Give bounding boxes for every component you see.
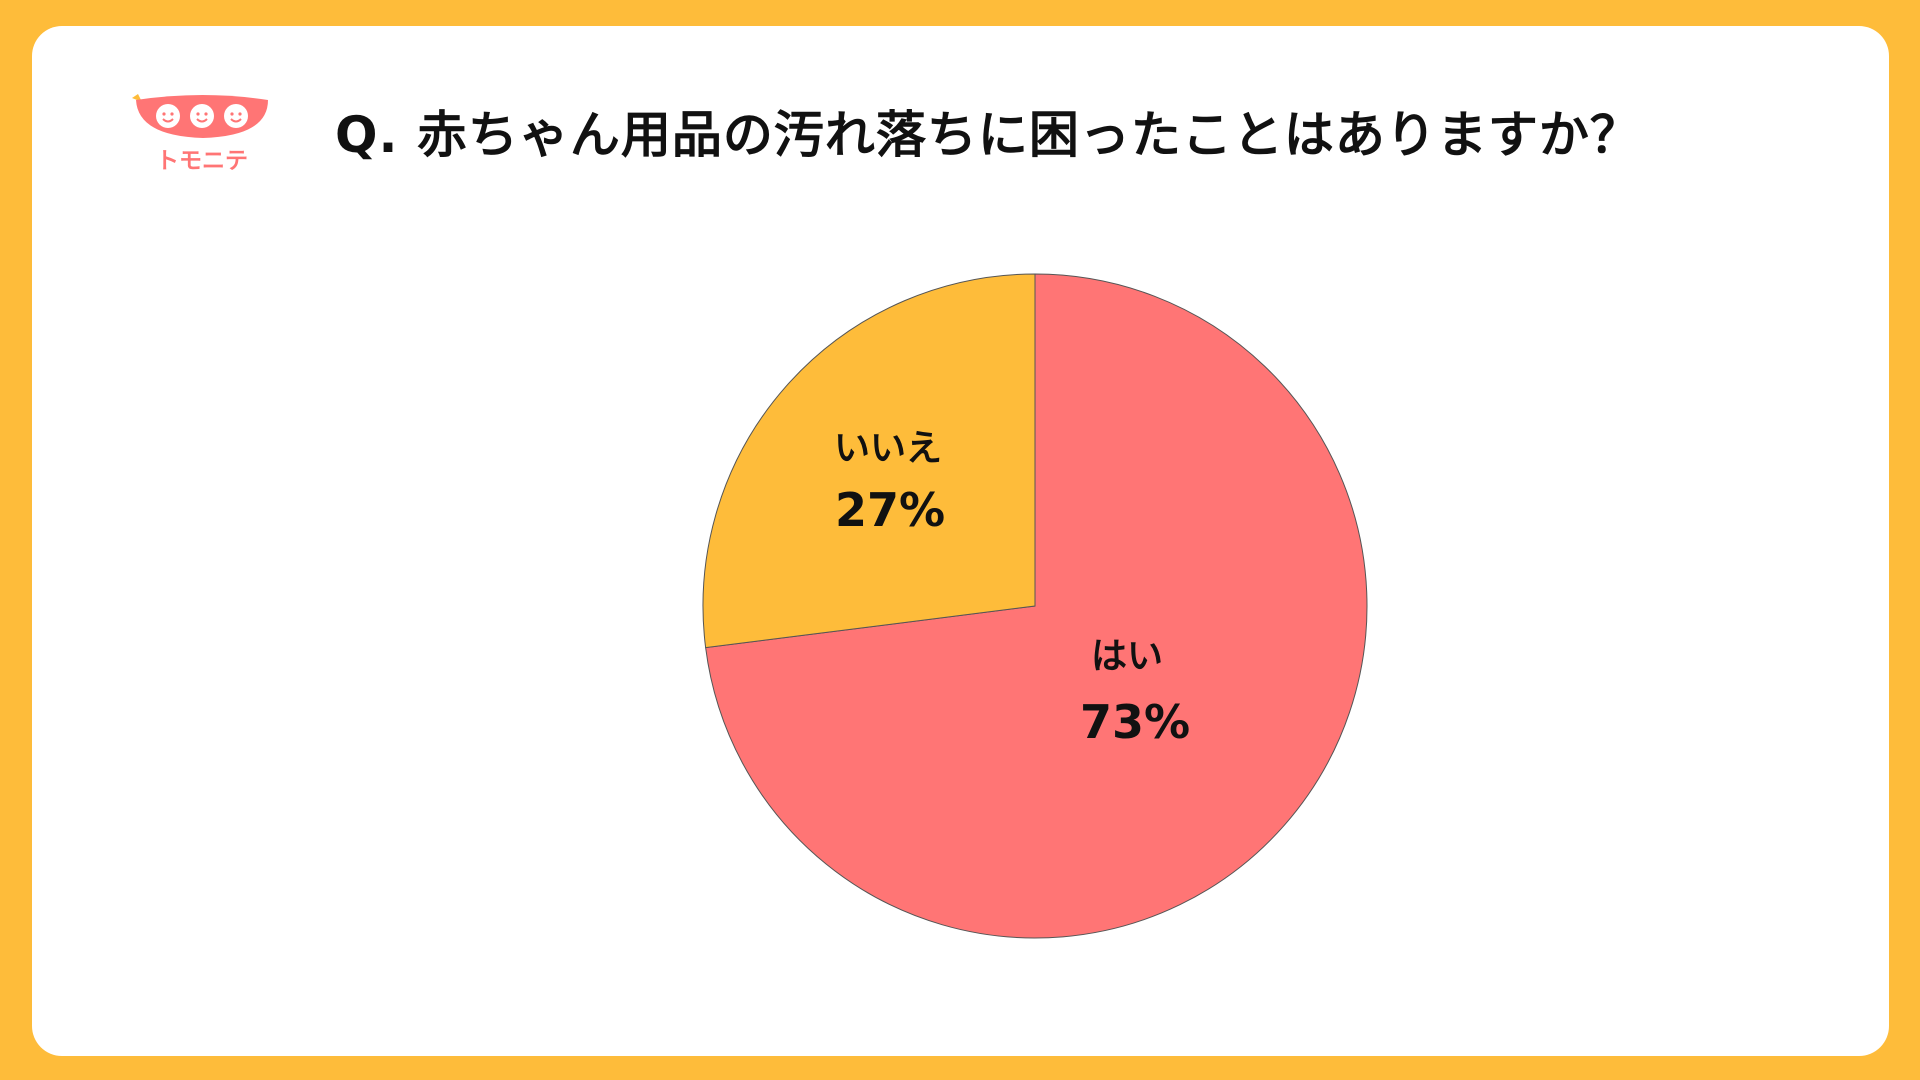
- slice-value-no: 27%: [835, 483, 945, 537]
- slice-value-yes: 73%: [1080, 695, 1190, 749]
- tomonite-logo: トモニテ: [132, 94, 268, 174]
- question-title: Q. 赤ちゃん用品の汚れ落ちに困ったことはありますか？: [335, 106, 1641, 164]
- slice-label-no: いいえ: [834, 428, 942, 469]
- pie-slice-yes: [705, 273, 1368, 939]
- pie-slice-no: [702, 273, 1036, 649]
- slice-label-yes: はい: [1091, 636, 1163, 677]
- logo-text: トモニテ: [156, 148, 248, 174]
